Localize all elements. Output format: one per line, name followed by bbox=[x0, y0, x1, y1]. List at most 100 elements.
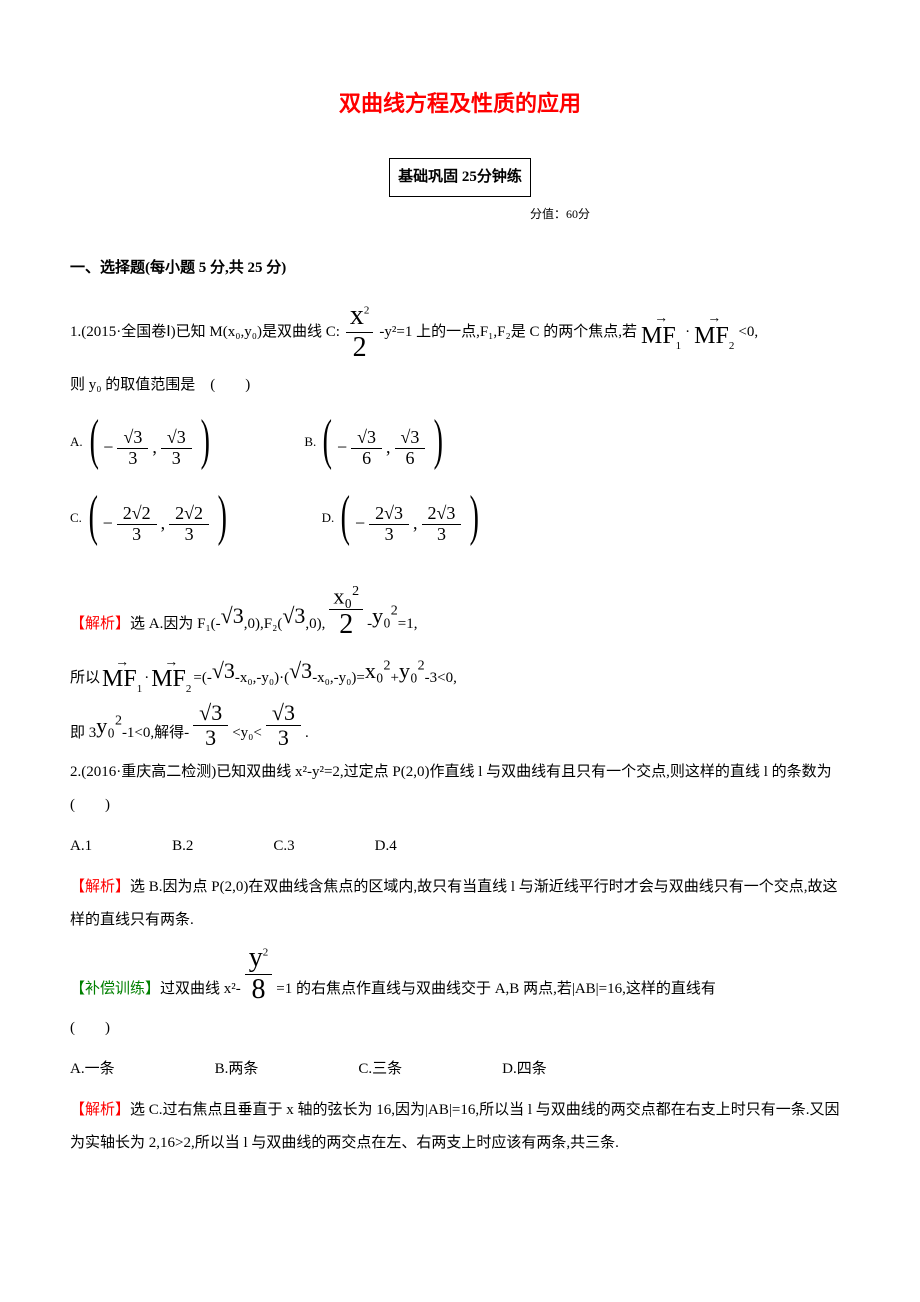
sol3: 【解析】选 C.过右焦点且垂直于 x 轴的弦长为 16,因为|AB|=16,所以… bbox=[70, 1094, 850, 1160]
q1-vec2: →MF2 bbox=[694, 313, 734, 351]
supp-frac: y2 8 bbox=[245, 943, 273, 1006]
y0: y₀ bbox=[372, 603, 391, 628]
supp-opts: A.一条 B.两条 C.三条 D.四条 bbox=[70, 1053, 850, 1086]
sol1-l2a: 所以 bbox=[70, 662, 100, 695]
mf: MF bbox=[151, 666, 186, 692]
banner-row: 基础巩固 25分钟练 bbox=[70, 158, 850, 197]
q1-frac-den: 2 bbox=[349, 333, 371, 364]
d1: 3 bbox=[126, 525, 147, 545]
paren-r: ) bbox=[200, 412, 209, 468]
q2-d: D.4 bbox=[375, 830, 397, 863]
den: 2 bbox=[335, 610, 357, 641]
choice-a: A. ( − √33 , √33 ) bbox=[70, 412, 214, 468]
q1-dot: · bbox=[685, 316, 690, 349]
n1: 2√2 bbox=[117, 504, 157, 525]
l2b: =(- bbox=[193, 662, 211, 695]
y0: y₀ bbox=[96, 713, 115, 738]
choice-d: D. ( − 2√33 , 2√33 ) bbox=[322, 488, 484, 544]
d2: 3 bbox=[179, 525, 200, 545]
choice-c-label: C. bbox=[70, 504, 82, 545]
x0: x₀ bbox=[333, 584, 352, 609]
sup: 2 bbox=[352, 584, 359, 599]
fn: √3 bbox=[266, 701, 301, 726]
q1-frac-num: x bbox=[350, 300, 364, 331]
d2: 6 bbox=[399, 449, 420, 469]
paren-r: ) bbox=[470, 488, 479, 544]
mf: MF bbox=[102, 666, 137, 692]
supp-pre: 过双曲线 x²- bbox=[160, 973, 241, 1006]
q1-vec1-s: 1 bbox=[676, 339, 682, 351]
choice-b-label: B. bbox=[304, 428, 316, 469]
comma: , bbox=[386, 428, 391, 468]
neg: − bbox=[103, 504, 113, 544]
q2-text: 2.(2016·重庆高二检测)已知双曲线 x²-y²=2,过定点 P(2,0)作… bbox=[70, 756, 850, 822]
q2-c: C.3 bbox=[273, 830, 294, 863]
d1: 3 bbox=[122, 449, 143, 469]
d2: 3 bbox=[166, 449, 187, 469]
sol3-text: 选 C.过右焦点且垂直于 x 轴的弦长为 16,因为|AB|=16,所以当 l … bbox=[70, 1102, 840, 1151]
q1-vec2-s: 2 bbox=[729, 339, 735, 351]
l2e: -3<0, bbox=[425, 662, 457, 695]
n1: √3 bbox=[351, 428, 382, 449]
l2c: -x₀,-y₀)·( bbox=[235, 662, 289, 695]
supp-b: B.两条 bbox=[215, 1053, 259, 1086]
sol1-l1: 【解析】 选 A.因为 F₁(- √3 ,0),F₂( √3 ,0), x₀2 … bbox=[70, 584, 850, 640]
q1-frac-sup: 2 bbox=[364, 304, 370, 316]
comma: , bbox=[161, 504, 166, 544]
n2: √3 bbox=[395, 428, 426, 449]
n2: 2√3 bbox=[422, 504, 462, 525]
paren-l: ( bbox=[341, 488, 350, 544]
paren-l: ( bbox=[89, 488, 98, 544]
supp-a: A.一条 bbox=[70, 1053, 115, 1086]
comma: , bbox=[413, 504, 418, 544]
neg: − bbox=[103, 428, 113, 468]
paren-l: ( bbox=[323, 412, 332, 468]
q2-a: A.1 bbox=[70, 830, 92, 863]
sol2-text: 选 B.因为点 P(2,0)在双曲线含焦点的区域内,故只有当直线 l 与渐近线平… bbox=[70, 879, 838, 928]
supp-post: =1 的右焦点作直线与双曲线交于 A,B 两点,若|AB|=16,这样的直线有 bbox=[276, 973, 716, 1006]
paren-r: ) bbox=[218, 488, 227, 544]
l2d: -x₀,-y₀)= bbox=[312, 662, 365, 695]
d1: 6 bbox=[356, 449, 377, 469]
q1-vec1-t: MF bbox=[641, 323, 676, 349]
vec1: →MF1 bbox=[102, 657, 142, 695]
choice-b: B. ( − √36 , √36 ) bbox=[304, 412, 448, 468]
n2: 2√2 bbox=[169, 504, 209, 525]
q2-b: B.2 bbox=[172, 830, 193, 863]
d1: 3 bbox=[379, 525, 400, 545]
n2: √3 bbox=[161, 428, 192, 449]
paren-l: ( bbox=[89, 412, 98, 468]
fs: 2 bbox=[263, 947, 269, 959]
q1-frac: x2 2 bbox=[346, 301, 374, 364]
n1: 2√3 bbox=[369, 504, 409, 525]
sol1-l1c: ,0), bbox=[305, 608, 325, 641]
l3c: <y₀< bbox=[232, 717, 262, 750]
sqrt3: √3 bbox=[212, 647, 235, 695]
q1-line1: 1.(2015·全国卷Ⅰ)已知 M(x₀,y₀)是双曲线 C: x2 2 -y²… bbox=[70, 301, 850, 364]
fn: y bbox=[249, 942, 263, 973]
neg: − bbox=[355, 504, 365, 544]
sol1-l3: 即 3 y₀2 -1<0,解得- √33 <y₀< √33 . bbox=[70, 701, 850, 750]
n1: √3 bbox=[117, 428, 148, 449]
q2-opts: A.1 B.2 C.3 D.4 bbox=[70, 830, 850, 863]
choice-a-label: A. bbox=[70, 428, 83, 469]
supp-d: D.四条 bbox=[502, 1053, 547, 1086]
vec2: →MF2 bbox=[151, 657, 191, 695]
l3b: -1<0,解得- bbox=[122, 717, 189, 750]
sol3-tag: 【解析】 bbox=[70, 1102, 130, 1118]
supp-c: C.三条 bbox=[358, 1053, 402, 1086]
q1-choices: A. ( − √33 , √33 ) B. ( − √36 , √36 ) C.… bbox=[70, 412, 850, 564]
supp-q: 【补偿训练】 过双曲线 x²- y2 8 =1 的右焦点作直线与双曲线交于 A,… bbox=[70, 943, 850, 1006]
plus: + bbox=[391, 662, 399, 695]
neg: − bbox=[337, 428, 347, 468]
fd: 3 bbox=[272, 726, 295, 750]
sol1-l1b: ,0),F₂( bbox=[244, 608, 283, 641]
eq1: =1, bbox=[398, 608, 418, 641]
choice-c: C. ( − 2√23 , 2√23 ) bbox=[70, 488, 232, 544]
d2: 3 bbox=[431, 525, 452, 545]
section-heading: 一、选择题(每小题 5 分,共 25 分) bbox=[70, 252, 850, 285]
page-title: 双曲线方程及性质的应用 bbox=[70, 80, 850, 128]
q1-post: <0, bbox=[738, 316, 758, 349]
q1-vec2-t: MF bbox=[694, 323, 729, 349]
l3a: 即 3 bbox=[70, 717, 96, 750]
